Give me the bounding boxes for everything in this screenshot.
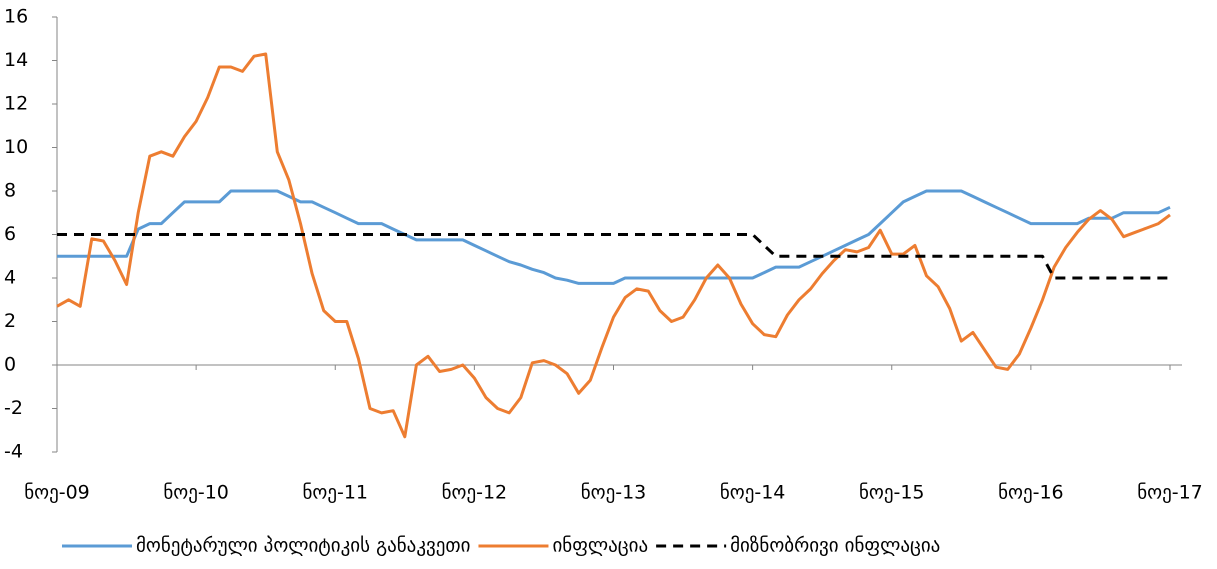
- y-tick-label: 8: [4, 180, 16, 202]
- y-tick-label: 4: [4, 267, 16, 289]
- x-tick-label: ნოე-09: [24, 482, 90, 504]
- legend-label: მიზნობრივი ინფლაცია: [730, 535, 940, 557]
- legend-label: მონეტარული პოლიტიკის განაკვეთი: [136, 535, 470, 557]
- y-tick-label: 0: [4, 354, 16, 376]
- x-tick-label: ნოე-10: [163, 482, 229, 504]
- x-tick-label: ნოე-16: [998, 482, 1064, 504]
- y-tick-label: 10: [4, 136, 28, 158]
- x-tick-label: ნოე-14: [720, 482, 786, 504]
- x-tick-label: ნოე-11: [302, 482, 368, 504]
- x-tick-label: ნოე-12: [442, 482, 508, 504]
- y-tick-label: 2: [4, 310, 16, 332]
- legend-label: ინფლაცია: [552, 535, 648, 557]
- x-tick-label: ნოე-13: [581, 482, 647, 504]
- y-tick-label: 12: [4, 93, 28, 115]
- x-tick-label: ნოე-15: [859, 482, 925, 504]
- y-tick-label: 14: [4, 49, 28, 71]
- y-tick-label: 16: [4, 6, 28, 28]
- y-tick-label: -4: [4, 441, 23, 463]
- y-tick-label: -2: [4, 397, 23, 419]
- series-line: [57, 189, 1171, 285]
- y-tick-label: 6: [4, 223, 16, 245]
- x-tick-label: ნოე-17: [1137, 482, 1203, 504]
- series-line: [57, 233, 1170, 280]
- series-line: [56, 52, 1171, 439]
